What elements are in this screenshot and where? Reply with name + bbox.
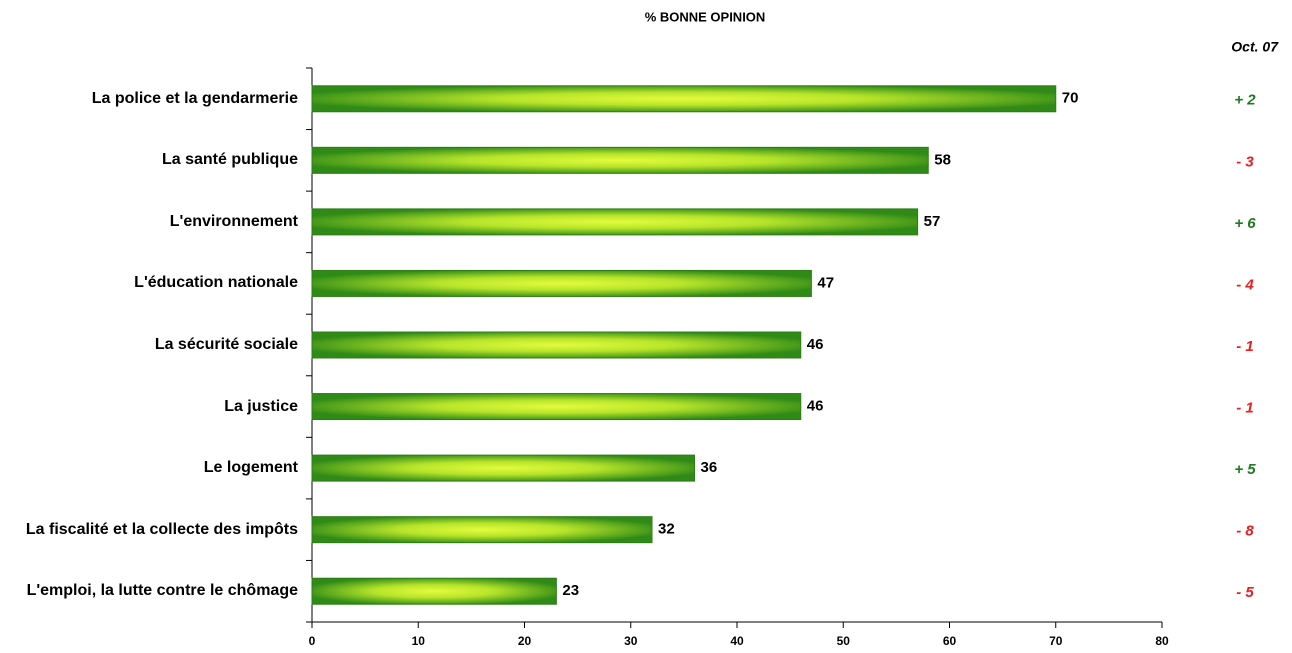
change-label: - 1: [1236, 400, 1254, 417]
x-tick-label: 60: [943, 634, 957, 648]
category-label-box: La fiscalité et la collecte des impôts: [6, 519, 298, 541]
category-label: La justice: [224, 397, 298, 415]
category-label-box: La police et la gendarmerie: [6, 88, 298, 110]
change-label: - 4: [1236, 276, 1254, 293]
category-label: La police et la gendarmerie: [91, 89, 298, 107]
category-label: L'emploi, la lutte contre le chômage: [26, 582, 298, 600]
value-label: 70: [1062, 90, 1079, 107]
x-tick-label: 80: [1155, 634, 1169, 648]
category-label: La sécurité sociale: [154, 336, 298, 353]
change-label: + 5: [1234, 461, 1256, 478]
change-label: - 1: [1236, 338, 1254, 355]
x-tick-label: 30: [624, 634, 638, 648]
value-label: 46: [807, 398, 824, 415]
category-label: L'éducation nationale: [134, 274, 298, 292]
change-label: - 8: [1236, 523, 1254, 540]
bar: [311, 208, 919, 236]
bar: [311, 393, 802, 421]
value-label: 23: [562, 582, 579, 599]
category-label: L'environnement: [169, 212, 298, 230]
comparison-title: Oct. 07: [1231, 39, 1279, 55]
category-label: La santé publique: [161, 151, 298, 169]
bar: [311, 85, 1057, 113]
category-label: La fiscalité et la collecte des impôts: [25, 520, 298, 538]
category-label: Le logement: [203, 459, 298, 477]
change-label: + 6: [1234, 215, 1256, 232]
change-label: - 3: [1236, 153, 1254, 170]
change-label: + 2: [1234, 92, 1256, 109]
bar: [311, 331, 802, 359]
category-label-box: La santé publique: [6, 149, 298, 171]
change-label: - 5: [1236, 584, 1254, 601]
value-label: 47: [817, 274, 834, 291]
category-label-box: Le logement: [6, 457, 298, 479]
bar: [311, 146, 929, 174]
value-label: 46: [807, 336, 824, 353]
category-label-box: La sécurité sociale: [6, 334, 298, 356]
value-label: 58: [934, 151, 951, 168]
x-tick-label: 40: [730, 634, 744, 648]
x-tick-label: 0: [309, 634, 316, 648]
category-label-box: La justice: [6, 396, 298, 418]
value-label: 32: [658, 521, 675, 538]
bar: [311, 454, 695, 482]
category-label-box: L'environnement: [6, 211, 298, 233]
x-tick-label: 20: [518, 634, 532, 648]
bar: [311, 516, 653, 544]
x-tick-label: 70: [1049, 634, 1063, 648]
category-label-box: L'éducation nationale: [6, 272, 298, 294]
category-label-box: L'emploi, la lutte contre le chômage: [6, 580, 298, 602]
bar: [311, 269, 812, 297]
x-tick-label: 10: [412, 634, 426, 648]
value-label: 57: [924, 213, 941, 230]
value-label: 36: [701, 459, 718, 476]
bar: [311, 577, 557, 605]
x-tick-label: 50: [837, 634, 851, 648]
chart-title: % BONNE OPINION: [645, 9, 766, 24]
